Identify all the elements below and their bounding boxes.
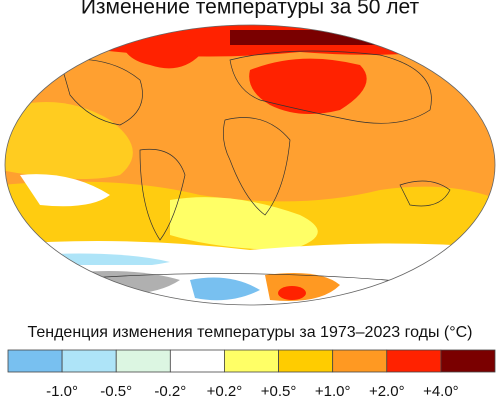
- legend-swatch: [224, 349, 279, 373]
- legend-tick-label: +4.0°: [423, 383, 459, 400]
- legend-swatch: [440, 349, 496, 373]
- map: [5, 25, 495, 305]
- map-outline: [4, 24, 496, 306]
- legend-tick-label: +0.5°: [261, 383, 297, 400]
- legend-swatch: [332, 349, 388, 373]
- legend-tick-label: +0.2°: [207, 383, 243, 400]
- legend-swatch: [386, 349, 442, 373]
- legend: -1.0° -0.5° -0.2° +0.2° +0.5° +1.0° +2.0° +4.0°: [7, 349, 496, 400]
- legend-tick-label: -1.0°: [46, 383, 78, 400]
- legend-swatch: [7, 349, 63, 373]
- legend-swatch: [278, 349, 334, 373]
- legend-tick-label: +1.0°: [315, 383, 351, 400]
- legend-swatch: [115, 349, 171, 373]
- legend-label: Тенденция изменения температуры за 1973–…: [27, 324, 472, 341]
- legend-tick-label: -0.2°: [154, 383, 186, 400]
- legend-tick-label: +2.0°: [369, 383, 405, 400]
- legend-swatch: [169, 349, 225, 373]
- map-title: Изменение температуры за 50 лет: [81, 0, 420, 19]
- legend-tick-label: -0.5°: [100, 383, 132, 400]
- legend-swatch: [61, 349, 117, 373]
